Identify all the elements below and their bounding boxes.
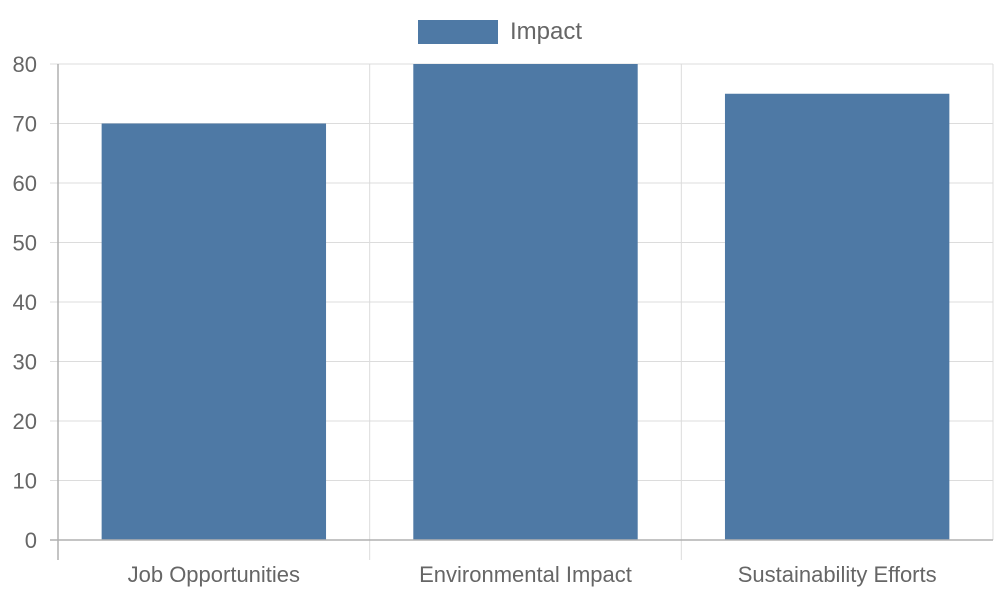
legend-swatch-impact [418, 20, 498, 44]
y-tick-label: 0 [25, 528, 37, 553]
y-tick-label: 70 [13, 112, 37, 137]
axes [50, 64, 993, 560]
bar-job-opportunities[interactable] [101, 123, 327, 541]
y-tick-label: 40 [13, 290, 37, 315]
x-tick-label: Job Opportunities [128, 562, 300, 587]
y-tick-label: 60 [13, 171, 37, 196]
tick-labels: 0 10 20 30 40 50 60 70 80 Job Opportunities Enviro… [13, 52, 937, 587]
chart-legend[interactable]: Impact [418, 19, 582, 45]
y-tick-label: 20 [13, 409, 37, 434]
x-tick-label: Environmental Impact [419, 562, 632, 587]
bars [101, 64, 950, 541]
x-tick-label: Sustainability Efforts [738, 562, 937, 587]
y-tick-label: 10 [13, 469, 37, 494]
y-tick-label: 80 [13, 52, 37, 77]
y-tick-label: 50 [13, 231, 37, 256]
bar-environmental-impact[interactable] [413, 64, 638, 540]
y-tick-label: 30 [13, 350, 37, 375]
bar-sustainability-efforts[interactable] [724, 93, 950, 540]
legend-label-impact: Impact [510, 18, 583, 45]
